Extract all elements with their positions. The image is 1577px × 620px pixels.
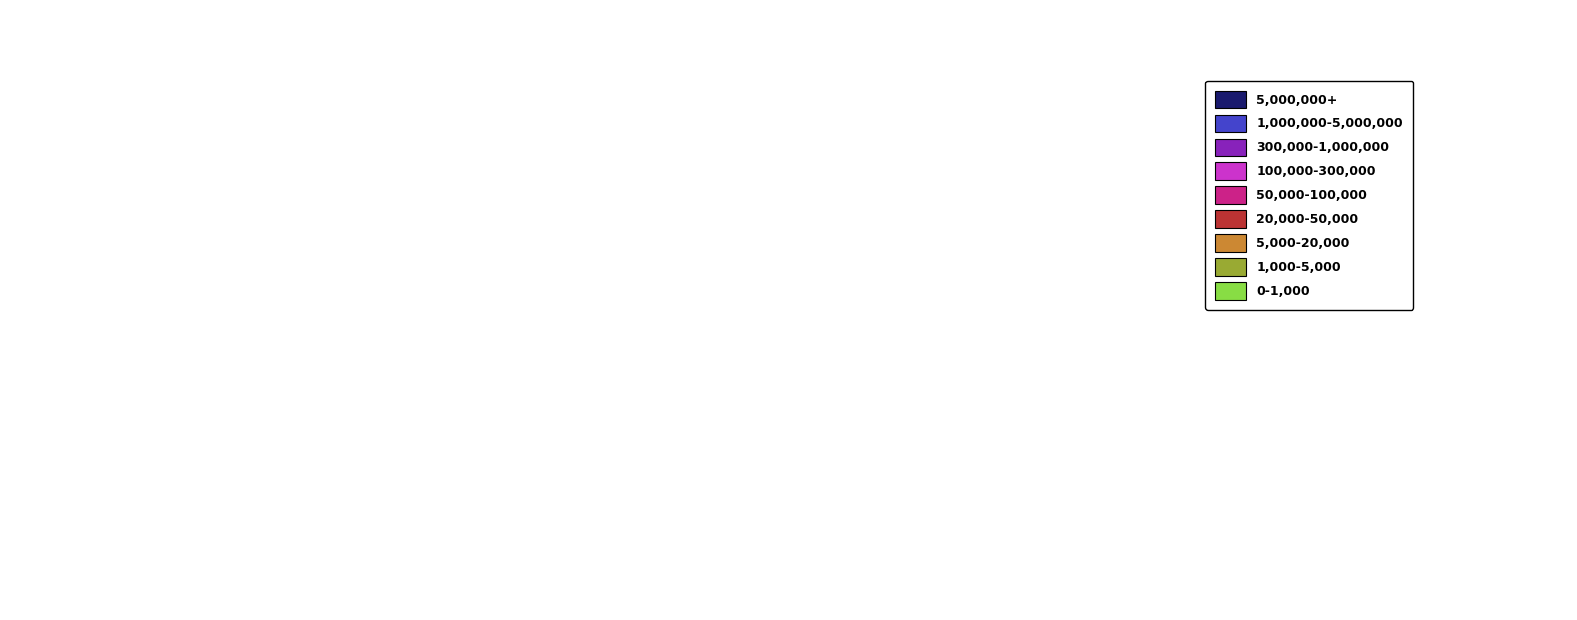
Legend: 5,000,000+, 1,000,000-5,000,000, 300,000-1,000,000, 100,000-300,000, 50,000-100,: 5,000,000+, 1,000,000-5,000,000, 300,000… <box>1205 81 1413 310</box>
